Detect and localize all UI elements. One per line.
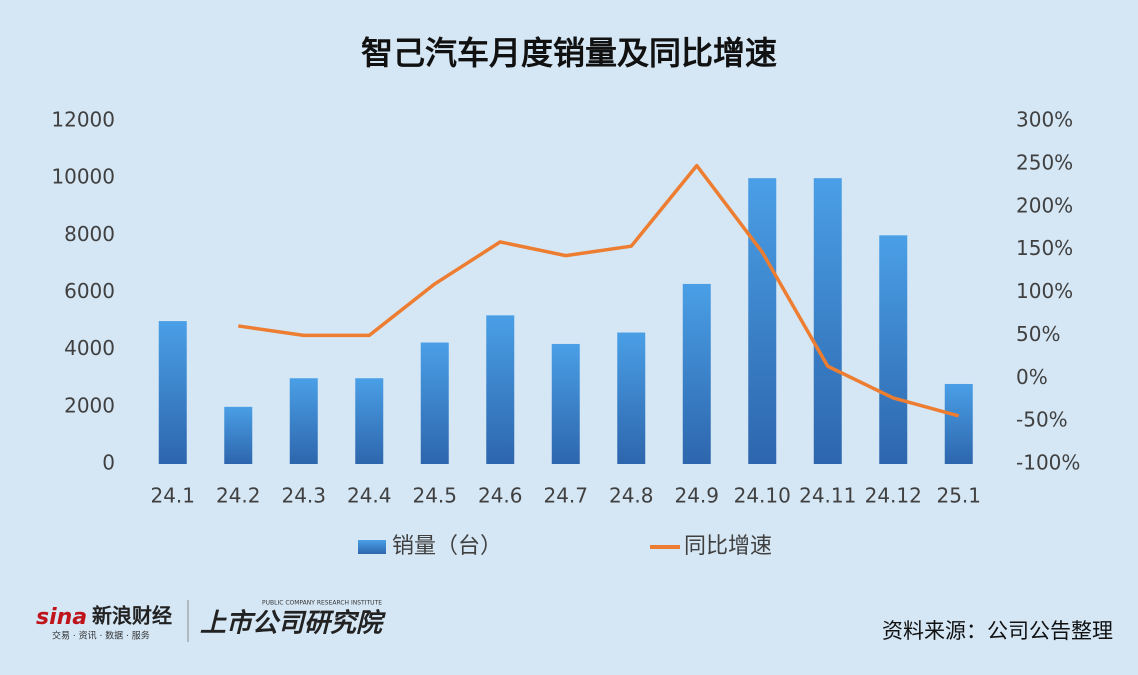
brand-sub: 交易 · 资讯 · 数据 · 服务: [52, 630, 150, 642]
bar: [486, 315, 515, 464]
y2-tick-label: -50%: [1016, 408, 1068, 432]
x-tick-label: 24.11: [799, 484, 856, 508]
x-tick-label: 24.1: [150, 484, 195, 508]
y2-tick-label: 150%: [1016, 236, 1073, 260]
x-tick-label: 24.2: [216, 484, 261, 508]
brand: 新浪财经: [92, 604, 172, 628]
y-tick-label: 2000: [64, 393, 115, 417]
y-tick-label: 8000: [64, 222, 115, 246]
bar: [944, 383, 973, 464]
bar: [682, 283, 711, 464]
y2-tick-label: 300%: [1016, 108, 1073, 132]
brand-mark: sina: [36, 605, 87, 630]
x-tick-label: 24.5: [412, 484, 457, 508]
legend-label: 销量（台）: [392, 534, 502, 559]
x-tick-label: 24.10: [734, 484, 791, 508]
chart-title: 智己汽车月度销量及同比增速: [361, 34, 777, 72]
y2-tick-label: 100%: [1016, 279, 1073, 303]
x-tick-label: 24.3: [281, 484, 326, 508]
x-tick-label: 24.8: [609, 484, 654, 508]
bar: [420, 342, 449, 464]
x-tick-label: 24.9: [674, 484, 719, 508]
bar: [748, 178, 777, 464]
bar: [289, 378, 318, 464]
y2-tick-label: 200%: [1016, 193, 1073, 217]
bar: [879, 235, 908, 464]
x-tick-label: 24.4: [347, 484, 392, 508]
bar: [551, 343, 580, 464]
y2-tick-label: 250%: [1016, 150, 1073, 174]
bar: [617, 332, 646, 464]
y-tick-label: 6000: [64, 279, 115, 303]
bar: [355, 378, 384, 464]
x-tick-label: 24.6: [478, 484, 523, 508]
y2-tick-label: 0%: [1016, 365, 1048, 389]
y2-tick-label: 50%: [1016, 322, 1060, 346]
y-tick-label: 10000: [51, 165, 115, 189]
legend-label: 同比增速: [684, 534, 772, 559]
bar: [224, 406, 253, 464]
institute-sub: PUBLIC COMPANY RESEARCH INSTITUTE: [262, 600, 382, 607]
x-tick-label: 25.1: [936, 484, 981, 508]
footer: sina 新浪财经 交易 · 资讯 · 数据 · 服务 上市公司研究院 PUBL…: [36, 600, 1113, 644]
y-tick-label: 4000: [64, 336, 115, 360]
x-tick-label: 24.12: [865, 484, 922, 508]
legend-swatch: [358, 540, 386, 554]
institute: 上市公司研究院: [200, 609, 386, 639]
line: [238, 163, 960, 418]
y2-tick-label: -100%: [1016, 451, 1080, 475]
bar: [813, 178, 842, 464]
source-note: 资料来源：公司公告整理: [882, 619, 1113, 643]
y-tick-label: 12000: [51, 108, 115, 132]
bar: [158, 321, 187, 464]
y-tick-label: 0: [102, 451, 115, 475]
x-tick-label: 24.7: [543, 484, 588, 508]
